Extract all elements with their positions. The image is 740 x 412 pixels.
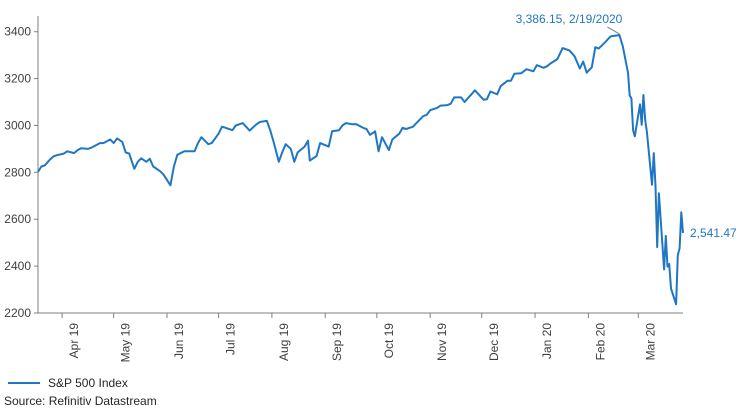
y-tick-label: 3400 — [4, 25, 31, 39]
x-tick-label: Jun 19 — [172, 323, 186, 359]
x-tick-label: Nov 19 — [435, 323, 449, 361]
y-tick-label: 2400 — [4, 259, 31, 273]
x-tick-label: Mar 20 — [643, 323, 657, 361]
y-tick-label: 3200 — [4, 72, 31, 86]
x-tick-label: Sep 19 — [330, 323, 344, 361]
x-tick-label: Aug 19 — [277, 323, 291, 361]
y-tick-label: 3000 — [4, 118, 31, 132]
legend-swatch-sp500 — [8, 382, 40, 384]
y-tick-label: 2600 — [4, 212, 31, 226]
x-tick-label: Jul 19 — [224, 323, 238, 355]
legend: S&P 500 Index — [8, 376, 128, 390]
annotation-leader-peak — [607, 26, 620, 35]
legend-label-sp500: S&P 500 Index — [48, 376, 128, 390]
x-tick-label: Apr 19 — [67, 323, 81, 359]
annotation-last: 2,541.47 — [690, 226, 737, 240]
x-tick-label: Jan 20 — [540, 323, 554, 359]
x-tick-label: Dec 19 — [487, 323, 501, 361]
x-tick-label: Oct 19 — [382, 323, 396, 359]
x-tick-label: May 19 — [119, 323, 133, 363]
y-tick-label: 2800 — [4, 165, 31, 179]
x-tick-label: Feb 20 — [593, 323, 607, 361]
annotation-peak: 3,386.15, 2/19/2020 — [516, 12, 623, 26]
series-line-sp500 — [37, 34, 684, 306]
source-note: Source: Refinitiv Datastream — [4, 394, 157, 408]
sp500-line-chart: 2200 2400 2600 2800 3000 3200 3400 Apr 19 May 19… — [4, 12, 737, 363]
y-tick-label: 2200 — [4, 306, 31, 320]
